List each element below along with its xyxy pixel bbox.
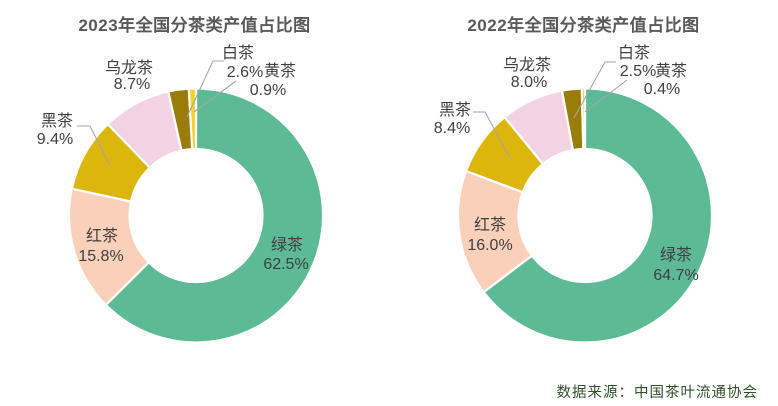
slice-label-name-yellow-tea: 黄茶: [264, 62, 296, 80]
slice-label-value-yellow-tea: 0.9%: [250, 82, 286, 99]
slice-label-name-red-tea: 红茶: [86, 227, 118, 245]
slice-label-value-oolong-tea: 8.0%: [511, 74, 547, 91]
donut-slice-yellow-tea: [580, 87, 587, 151]
leader-line-yellow-tea: [193, 80, 237, 113]
leader-line-yellow-tea: [584, 79, 628, 113]
slice-label-value-white-tea: 2.5%: [620, 63, 656, 80]
slice-label-value-green-tea: 62.5%: [263, 256, 308, 273]
slice-label-name-green-tea: 绿茶: [271, 236, 303, 254]
slice-label-name-dark-tea: 黑茶: [439, 101, 471, 119]
donut-slice-yellow-tea: [187, 87, 198, 151]
slice-label-value-white-tea: 2.6%: [227, 64, 263, 81]
slice-label-name-green-tea: 绿茶: [660, 246, 692, 264]
slice-label-value-oolong-tea: 8.7%: [114, 76, 150, 93]
slice-label-value-red-tea: 16.0%: [467, 237, 512, 254]
slice-label-value-yellow-tea: 0.4%: [644, 81, 680, 98]
slice-label-name-yellow-tea: 黄茶: [655, 62, 687, 80]
donut-slice-green-tea: [482, 87, 714, 344]
slice-label-value-green-tea: 64.7%: [653, 267, 698, 284]
slice-label-value-dark-tea: 8.4%: [434, 120, 470, 137]
leader-line-white-tea: [186, 60, 224, 118]
chart-title-2022: 2022年全国分茶类产值占比图: [467, 16, 700, 35]
slice-label-name-oolong-tea: 乌龙茶: [105, 59, 153, 77]
slice-label-name-dark-tea: 黑茶: [41, 112, 73, 130]
slice-label-name-white-tea: 白茶: [222, 44, 254, 62]
slice-label-name-white-tea: 白茶: [618, 44, 650, 62]
chart-title-2023: 2023年全国分茶类产值占比图: [78, 16, 311, 35]
leader-line-white-tea: [573, 61, 616, 119]
slice-label-value-dark-tea: 9.4%: [37, 131, 73, 148]
data-source-note: 数据来源：中国茶叶流通协会: [556, 385, 758, 401]
leader-line-dark-tea: [473, 111, 511, 159]
slice-label-value-red-tea: 15.8%: [78, 248, 123, 265]
chart-panel-2023: 2023年全国分茶类产值占比图 绿茶 62.5% 红茶 15.8% 黑茶 9.4% 乌龙茶 8…: [37, 16, 325, 344]
donut-slice-green-tea: [104, 87, 325, 344]
leader-line-dark-tea: [77, 125, 111, 167]
slice-label-name-red-tea: 红茶: [474, 216, 506, 234]
chart-panel-2022: 2022年全国分茶类产值占比图 绿茶 64.7% 红茶 16.0% 黑茶 8.4% 乌龙茶 8…: [389, 0, 778, 406]
slice-label-name-oolong-tea: 乌龙茶: [503, 56, 551, 74]
